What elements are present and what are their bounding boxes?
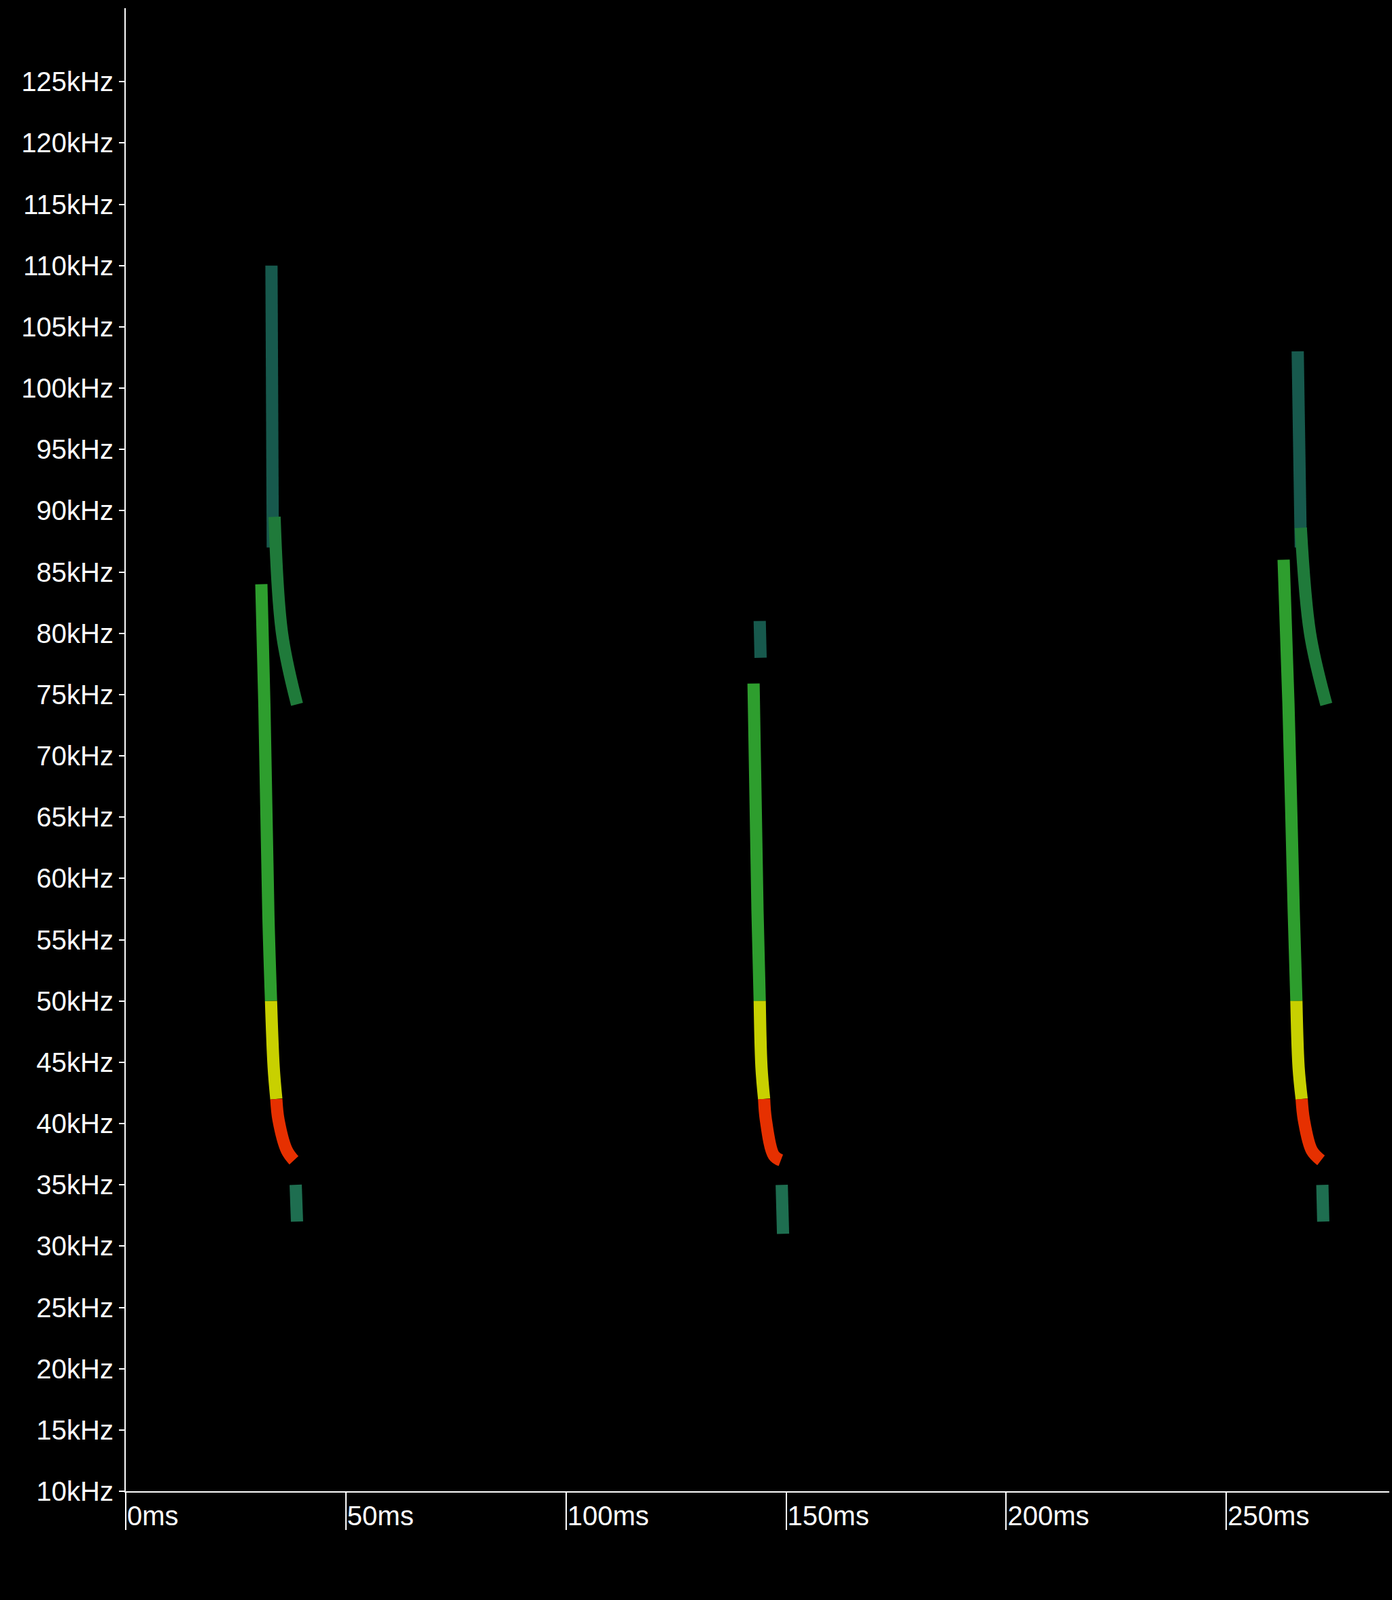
svg-text:50kHz: 50kHz [36,986,114,1017]
svg-text:115kHz: 115kHz [23,189,114,220]
svg-text:85kHz: 85kHz [36,557,114,588]
svg-text:200ms: 200ms [1007,1500,1089,1531]
svg-text:120kHz: 120kHz [21,127,114,158]
svg-text:50ms: 50ms [347,1500,414,1531]
svg-text:125kHz: 125kHz [21,66,114,97]
svg-text:110kHz: 110kHz [23,250,114,281]
svg-text:105kHz: 105kHz [21,311,114,342]
svg-text:250ms: 250ms [1227,1500,1310,1531]
svg-text:15kHz: 15kHz [36,1415,114,1446]
svg-text:35kHz: 35kHz [36,1169,114,1200]
svg-text:75kHz: 75kHz [36,679,114,710]
svg-text:70kHz: 70kHz [36,740,114,771]
svg-text:80kHz: 80kHz [36,618,114,649]
svg-text:25kHz: 25kHz [36,1292,114,1323]
svg-text:30kHz: 30kHz [36,1230,114,1261]
svg-text:0ms: 0ms [127,1500,179,1531]
svg-text:10kHz: 10kHz [36,1476,114,1507]
svg-text:100kHz: 100kHz [21,373,114,404]
svg-text:100ms: 100ms [567,1500,650,1531]
svg-text:95kHz: 95kHz [36,434,114,465]
svg-text:55kHz: 55kHz [36,925,114,955]
svg-text:45kHz: 45kHz [36,1047,114,1078]
svg-text:40kHz: 40kHz [36,1108,114,1139]
svg-text:60kHz: 60kHz [36,863,114,894]
svg-text:20kHz: 20kHz [36,1353,114,1384]
svg-text:65kHz: 65kHz [36,802,114,832]
svg-text:90kHz: 90kHz [36,495,114,526]
svg-text:150ms: 150ms [787,1500,870,1531]
